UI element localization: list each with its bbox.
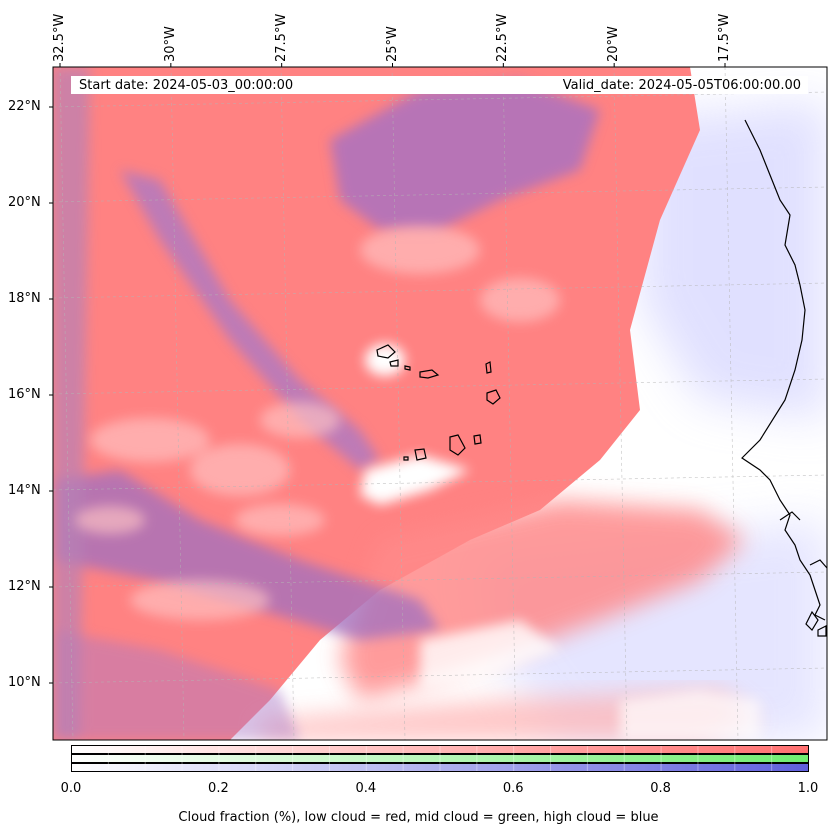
cape-verde-islands xyxy=(376,344,501,461)
graticule xyxy=(53,67,827,740)
longitude-label: 25°W xyxy=(384,26,400,62)
colorbar xyxy=(71,745,809,772)
mixed-cloud-streaks xyxy=(53,67,600,740)
colorbar-mid-cloud xyxy=(71,754,809,763)
colorbar-low-cloud xyxy=(71,745,809,754)
coastline xyxy=(741,119,827,637)
colorbar-tick-label: 0.6 xyxy=(502,781,524,796)
colorbar-high-cloud xyxy=(71,763,809,772)
longitude-label: 22.5°W xyxy=(495,13,511,62)
longitude-label: 30°W xyxy=(162,26,178,62)
longitude-label: 32.5°W xyxy=(52,13,67,62)
colorbar-tick-label: 0.0 xyxy=(60,781,82,796)
colorbar-tick-label: 0.2 xyxy=(208,781,229,796)
longitude-label: 20°W xyxy=(606,26,622,62)
longitude-tick-marks xyxy=(59,63,726,67)
latitude-label: 14°N xyxy=(8,483,41,498)
latitude-label: 20°N xyxy=(8,195,41,210)
latitude-label: 18°N xyxy=(8,291,41,306)
broken-cloud-patches xyxy=(75,226,560,620)
colorbar-label: Cloud fraction (%), low cloud = red, mid… xyxy=(178,810,659,825)
latitude-label: 12°N xyxy=(8,579,41,594)
colorbar-tick-label: 0.8 xyxy=(650,781,671,796)
start-date-label: Start date: 2024-05-03_00:00:00 xyxy=(79,78,294,93)
colorbar-tick-label: 0.4 xyxy=(355,781,377,796)
longitude-label: 17.5°W xyxy=(717,13,732,62)
valid-date-label: Valid_date: 2024-05-05T06:00:00.00 xyxy=(562,78,801,93)
date-info-bar xyxy=(71,76,808,94)
latitude-tick-marks xyxy=(49,106,53,684)
longitude-label: 27.5°W xyxy=(273,13,289,62)
latitude-label: 10°N xyxy=(8,675,41,690)
clear-sky-gaps xyxy=(360,344,760,740)
latitude-label: 22°N xyxy=(8,99,41,114)
colorbar-tick-label: 1.0 xyxy=(797,781,819,796)
latitude-label: 16°N xyxy=(8,387,41,402)
